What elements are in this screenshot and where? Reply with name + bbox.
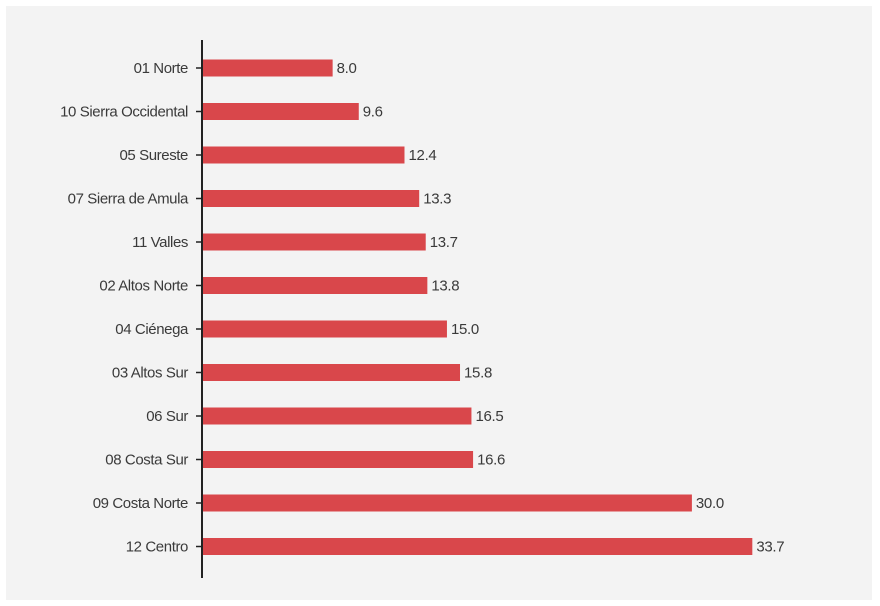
bar	[202, 320, 447, 338]
value-label: 8.0	[337, 60, 357, 77]
bar	[202, 407, 472, 425]
bar	[202, 146, 405, 164]
value-label: 15.0	[451, 321, 479, 338]
value-label: 12.4	[408, 147, 436, 164]
bar	[202, 233, 426, 251]
category-label: 09 Costa Norte	[93, 495, 188, 512]
category-label: 04 Ciénega	[115, 321, 189, 338]
bar	[202, 190, 420, 207]
bar	[202, 538, 753, 555]
value-label: 16.5	[475, 408, 503, 425]
category-label: 02 Altos Norte	[99, 278, 188, 295]
bar	[202, 364, 461, 381]
value-label: 15.8	[464, 365, 492, 382]
category-label: 08 Costa Sur	[105, 452, 188, 469]
bar	[202, 59, 333, 77]
category-label: 06 Sur	[146, 408, 188, 425]
bar	[202, 451, 474, 468]
value-label: 30.0	[696, 495, 724, 512]
category-label: 11 Valles	[132, 234, 188, 251]
bar	[202, 494, 692, 512]
category-label: 05 Sureste	[119, 147, 188, 164]
value-label: 16.6	[477, 452, 505, 469]
category-label: 12 Centro	[126, 539, 188, 556]
value-label: 13.3	[423, 191, 451, 208]
category-label: 07 Sierra de Amula	[68, 191, 189, 208]
bar	[202, 277, 428, 294]
value-label: 33.7	[756, 539, 784, 556]
category-label: 01 Norte	[134, 60, 188, 77]
value-label: 13.7	[430, 234, 458, 251]
bar	[202, 103, 359, 120]
category-label: 10 Sierra Occidental	[60, 104, 188, 121]
value-label: 13.8	[431, 278, 459, 295]
value-label: 9.6	[363, 104, 383, 121]
category-label: 03 Altos Sur	[112, 365, 188, 382]
